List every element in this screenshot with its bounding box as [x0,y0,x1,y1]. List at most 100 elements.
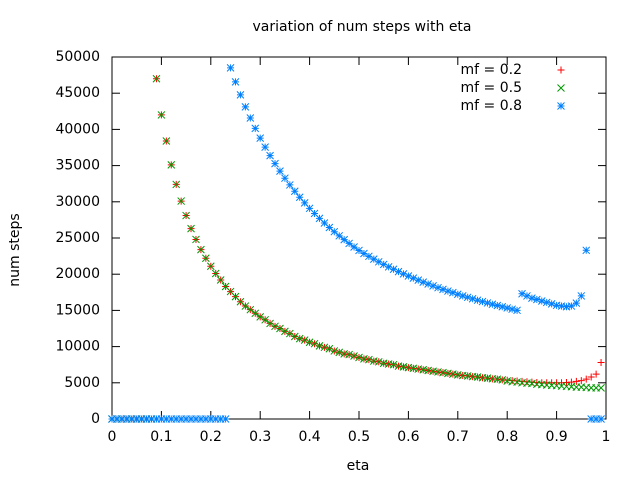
data-point [473,296,482,305]
data-point [369,255,378,263]
data-point [157,111,166,119]
data-point [182,415,190,423]
data-point [310,339,319,348]
data-point [498,302,507,311]
x-tick-label: 0.1 [150,429,172,445]
data-point [216,276,225,284]
data-point [290,332,299,341]
data-point [335,231,344,240]
data-point [152,74,161,83]
data-point [142,415,151,423]
data-point [567,378,575,386]
x-tick-label: 0.5 [348,429,370,445]
data-point [113,415,121,423]
data-point [182,211,190,220]
y-tick-label: 20000 [55,266,100,282]
data-point [404,272,413,280]
data-point [261,143,269,151]
data-point [414,276,423,284]
data-point [285,329,294,338]
data-point [340,235,349,244]
data-point [271,159,279,168]
data-point [458,291,467,300]
data-point [202,254,210,263]
data-point [276,167,284,175]
data-point [360,249,368,258]
data-point [177,415,186,423]
data-point [127,415,136,423]
data-point [310,209,319,218]
data-point [582,246,591,255]
x-tick-label: 0.3 [249,429,271,445]
data-point [552,301,561,310]
data-point [197,245,205,254]
x-tick-label: 0.4 [298,429,320,445]
data-point [187,415,195,423]
data-point [241,103,250,111]
data-point [592,370,600,378]
data-point [295,193,304,202]
data-point [256,313,265,321]
data-point [202,415,210,423]
x-tick-label: 0.6 [397,429,419,445]
data-point [350,352,358,360]
data-point [409,274,418,282]
data-point [256,134,265,142]
y-tick-label: 0 [91,411,100,427]
data-point [305,338,314,347]
data-point [587,415,596,423]
data-point [389,265,398,274]
data-point [206,415,215,423]
data-point [384,263,393,271]
data-point [557,302,566,310]
data-point [281,327,289,336]
data-point [276,324,284,333]
data-point [236,91,245,99]
data-point [226,64,235,72]
data-point [350,243,358,251]
data-point [137,415,146,423]
data-point [429,282,437,290]
data-point [582,375,590,383]
data-point [162,415,171,423]
x-axis-label: eta [347,458,370,474]
y-tick-label: 30000 [55,194,100,210]
data-point [572,299,581,308]
data-point [389,360,398,369]
data-point [419,278,428,286]
data-point [162,137,171,145]
data-point [187,224,195,233]
data-point [325,344,334,353]
y-tick-label: 5000 [64,375,100,391]
y-tick-label: 25000 [55,230,100,246]
legend-label: mf = 0.8 [461,98,522,114]
data-point [374,357,383,366]
data-point [379,260,388,269]
data-point [325,223,334,232]
data-point [444,287,452,295]
data-point [439,285,447,294]
data-point [493,301,502,310]
data-point [118,415,126,423]
data-point [251,124,260,133]
data-point [157,415,166,423]
data-point [300,336,309,344]
data-point [537,297,546,305]
data-point [399,269,408,278]
y-tick-label: 40000 [55,121,100,137]
data-point [468,294,477,303]
data-point [251,309,260,318]
data-point [330,347,339,355]
data-point [528,294,536,302]
data-point [597,384,605,392]
data-point [562,302,571,311]
data-point [449,288,457,297]
x-tick-label: 0 [108,429,117,445]
data-point [266,319,274,328]
data-point [206,262,215,271]
data-point [547,300,556,308]
data-point [523,292,531,300]
y-tick-label: 50000 [55,49,100,65]
data-point [597,359,605,367]
